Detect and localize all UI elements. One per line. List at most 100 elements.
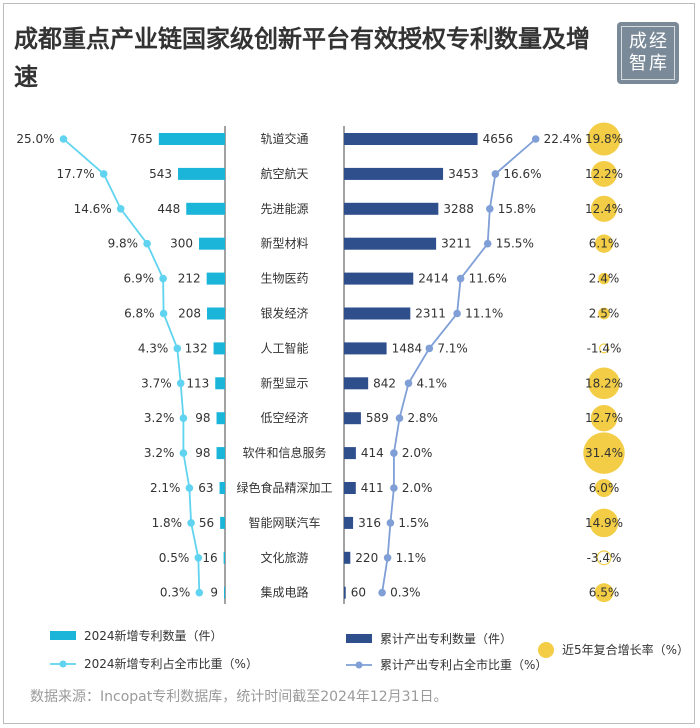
- cagr-label: 14.9%: [585, 516, 623, 530]
- new-count-label: 113: [186, 376, 209, 390]
- new-count-bar: [206, 272, 225, 285]
- new-share-point: [159, 309, 168, 318]
- cagr-label: 6.1%: [589, 237, 620, 251]
- cum-share-label: 22.4%: [544, 132, 582, 146]
- cum-count-label: 3453: [448, 167, 479, 181]
- new-share-line: [62, 138, 201, 593]
- cum-share-label: 15.8%: [498, 202, 536, 216]
- cum-share-point: [486, 205, 494, 213]
- new-count-bar: [219, 482, 225, 494]
- legend-label: 累计产出专利数量（件）: [380, 632, 513, 646]
- cum-share-label: 2.8%: [407, 411, 438, 425]
- category-label: 智能网联汽车: [248, 515, 320, 530]
- cum-share-label: 11.6%: [469, 272, 507, 286]
- new-share-point: [143, 239, 151, 248]
- cum-share-point: [383, 554, 392, 562]
- cum-count-bar: [344, 586, 346, 599]
- new-count-label: 212: [178, 272, 201, 286]
- cum-share-point: [378, 588, 386, 597]
- cum-count-bar: [344, 447, 356, 460]
- new-count-label: 63: [198, 481, 213, 495]
- new-count-bar: [186, 202, 225, 215]
- legend-label: 2024新增专利占全市比重（%）: [84, 657, 258, 671]
- cum-share-point: [390, 484, 398, 492]
- cum-share-label: 1.5%: [398, 516, 429, 530]
- new-share-label: 4.3%: [138, 341, 169, 355]
- new-count-bar: [224, 586, 225, 599]
- legend-swatch-cum-line: [346, 661, 372, 668]
- data-source-note: 数据来源：Incopat专利数据库，统计时间截至2024年12月31日。: [30, 689, 448, 705]
- new-share-point: [194, 554, 203, 562]
- logo-char: 智: [629, 53, 647, 74]
- new-share-label: 9.8%: [108, 237, 139, 251]
- cagr-label: -1.4%: [587, 341, 622, 355]
- cum-count-bar: [344, 133, 478, 145]
- cum-share-point: [425, 344, 434, 353]
- cum-count-bar: [344, 551, 351, 564]
- cagr-bubble: [594, 583, 614, 603]
- new-count-label: 543: [149, 167, 172, 181]
- new-share-label: 0.5%: [159, 551, 190, 565]
- cum-share-label: 7.1%: [437, 341, 468, 355]
- cum-share-label: 11.1%: [465, 307, 503, 321]
- cagr-bubble: [598, 307, 610, 320]
- legend-label: 累计产出专利占全市比重（%）: [380, 658, 548, 672]
- cagr-bubble: [583, 432, 625, 474]
- chart-title: 成都重点产业链国家级创新平台有效授权专利数量及增速: [14, 25, 590, 91]
- cagr-label: 2.4%: [589, 272, 620, 286]
- cagr-label: 6.5%: [589, 586, 620, 600]
- cum-count-bar: [344, 377, 369, 390]
- category-label: 低空经济: [260, 410, 308, 425]
- cum-share-point: [531, 135, 540, 143]
- legend-new-count: 2024新增专利数量（件）: [50, 627, 223, 644]
- cum-count-label: 3288: [443, 202, 474, 216]
- cagr-bubble: [596, 550, 612, 566]
- category-label: 新型显示: [260, 375, 308, 390]
- cagr-label: 19.8%: [585, 132, 623, 146]
- cagr-bubble: [590, 405, 618, 432]
- cum-count-label: 589: [366, 411, 389, 425]
- cum-count-bar: [344, 342, 387, 355]
- cum-count-label: 2414: [418, 272, 449, 286]
- cum-count-bar: [344, 167, 444, 180]
- category-label: 集成电路: [260, 585, 308, 600]
- new-count-bar: [178, 167, 225, 180]
- cum-count-label: 414: [361, 446, 384, 460]
- cagr-label: 12.7%: [585, 411, 623, 425]
- category-label: 绿色食品精深加工: [236, 480, 332, 495]
- cum-count-bar: [344, 202, 439, 215]
- chart-frame: [3, 3, 695, 724]
- new-share-label: 3.2%: [144, 411, 175, 425]
- cagr-label: 31.4%: [585, 446, 623, 460]
- category-label: 银发经济: [260, 306, 308, 321]
- new-share-point: [179, 449, 188, 457]
- legend-swatch-cum-bar: [346, 634, 372, 643]
- cum-share-label: 15.5%: [496, 237, 534, 251]
- new-share-label: 6.9%: [124, 272, 155, 286]
- cum-share-point: [491, 170, 500, 178]
- cum-share-point: [483, 239, 492, 248]
- cagr-label: 18.2%: [585, 376, 623, 390]
- legend-label: 2024新增专利数量（件）: [84, 629, 223, 643]
- category-label: 生物医药: [260, 272, 308, 286]
- cum-count-label: 2311: [415, 307, 446, 321]
- cum-count-bar: [344, 307, 411, 320]
- cagr-bubble: [594, 234, 614, 253]
- cum-count-bar: [344, 482, 356, 494]
- cagr-label: 2.5%: [589, 307, 620, 321]
- cum-share-point: [456, 274, 465, 283]
- cum-share-label: 16.6%: [503, 167, 541, 181]
- category-label: 先进能源: [260, 202, 308, 216]
- cagr-bubble: [589, 508, 619, 538]
- new-share-point: [173, 344, 182, 353]
- cum-share-label: 0.3%: [390, 586, 421, 600]
- new-share-label: 0.3%: [160, 586, 191, 600]
- new-count-label: 9: [210, 586, 218, 600]
- cum-share-point: [395, 414, 404, 423]
- legend-label: 近5年复合增长率（%）: [562, 643, 690, 657]
- new-count-bar: [207, 307, 225, 320]
- cagr-bubble: [594, 478, 614, 498]
- new-share-point: [99, 170, 108, 178]
- new-share-point: [176, 379, 185, 388]
